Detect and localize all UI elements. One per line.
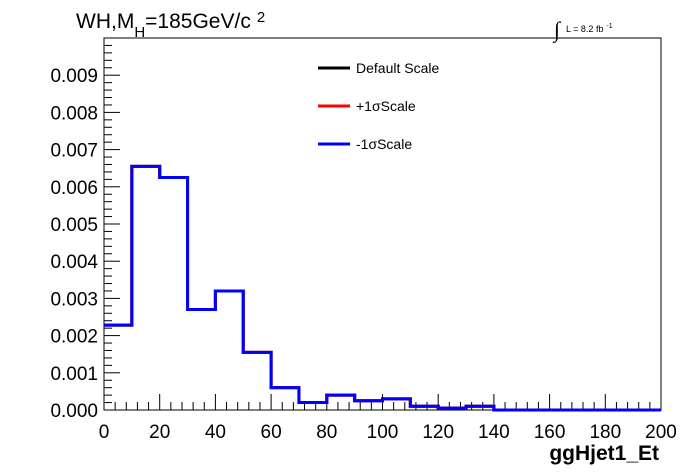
y-tick-label: 0.001 bbox=[50, 364, 98, 385]
x-tick-label: 140 bbox=[478, 422, 510, 443]
x-tick-label: 200 bbox=[645, 422, 677, 443]
x-tick-label: 80 bbox=[316, 422, 337, 443]
x-axis: 0 20 40 60 80 100 120 140 160 180 200 bbox=[99, 394, 677, 443]
x-tick-label: 20 bbox=[149, 422, 170, 443]
y-tick-label: 0.007 bbox=[50, 141, 98, 162]
title-subscript: H bbox=[134, 24, 145, 41]
lumi-integral: ∫ bbox=[552, 17, 562, 43]
y-tick-label: 0.002 bbox=[50, 327, 98, 348]
title-prefix: WH,M bbox=[76, 10, 134, 33]
lumi-text: L = 8.2 fb bbox=[566, 24, 603, 34]
series-line bbox=[104, 164, 661, 412]
y-tick-label: 0.003 bbox=[50, 289, 98, 310]
x-tick-label: 60 bbox=[261, 422, 282, 443]
lumi-superscript: -1 bbox=[606, 23, 612, 30]
x-tick-label: 120 bbox=[422, 422, 454, 443]
chart-title: WH,MH=185GeV/c 2 bbox=[76, 9, 265, 41]
title-superscript: 2 bbox=[257, 9, 265, 26]
lumi-label: L = 8.2 fb -1 bbox=[566, 23, 613, 34]
x-tick-label: 0 bbox=[99, 422, 110, 443]
series-layer bbox=[104, 164, 661, 412]
x-tick-label: 40 bbox=[205, 422, 226, 443]
legend-label: +1σScale bbox=[356, 98, 416, 114]
x-axis-label: ggHjet1_Et bbox=[549, 442, 659, 465]
legend-label: -1σScale bbox=[356, 136, 412, 152]
x-tick-label: 160 bbox=[534, 422, 566, 443]
y-tick-label: 0.004 bbox=[50, 252, 98, 273]
y-tick-label: 0.008 bbox=[50, 103, 98, 124]
y-tick-label: 0.009 bbox=[50, 66, 98, 87]
y-axis: 0.000 0.001 0.002 0.003 0.004 0.005 0.006 0.007… bbox=[50, 37, 120, 422]
x-tick-label: 100 bbox=[367, 422, 399, 443]
y-tick-label: 0.005 bbox=[50, 215, 98, 236]
legend: Default Scale +1σScale -1σScale bbox=[318, 60, 439, 152]
y-tick-label: 0.000 bbox=[50, 401, 98, 422]
legend-label: Default Scale bbox=[356, 60, 439, 76]
title-value: =185GeV/c bbox=[145, 10, 251, 33]
x-tick-label: 180 bbox=[589, 422, 621, 443]
y-tick-label: 0.006 bbox=[50, 178, 98, 199]
